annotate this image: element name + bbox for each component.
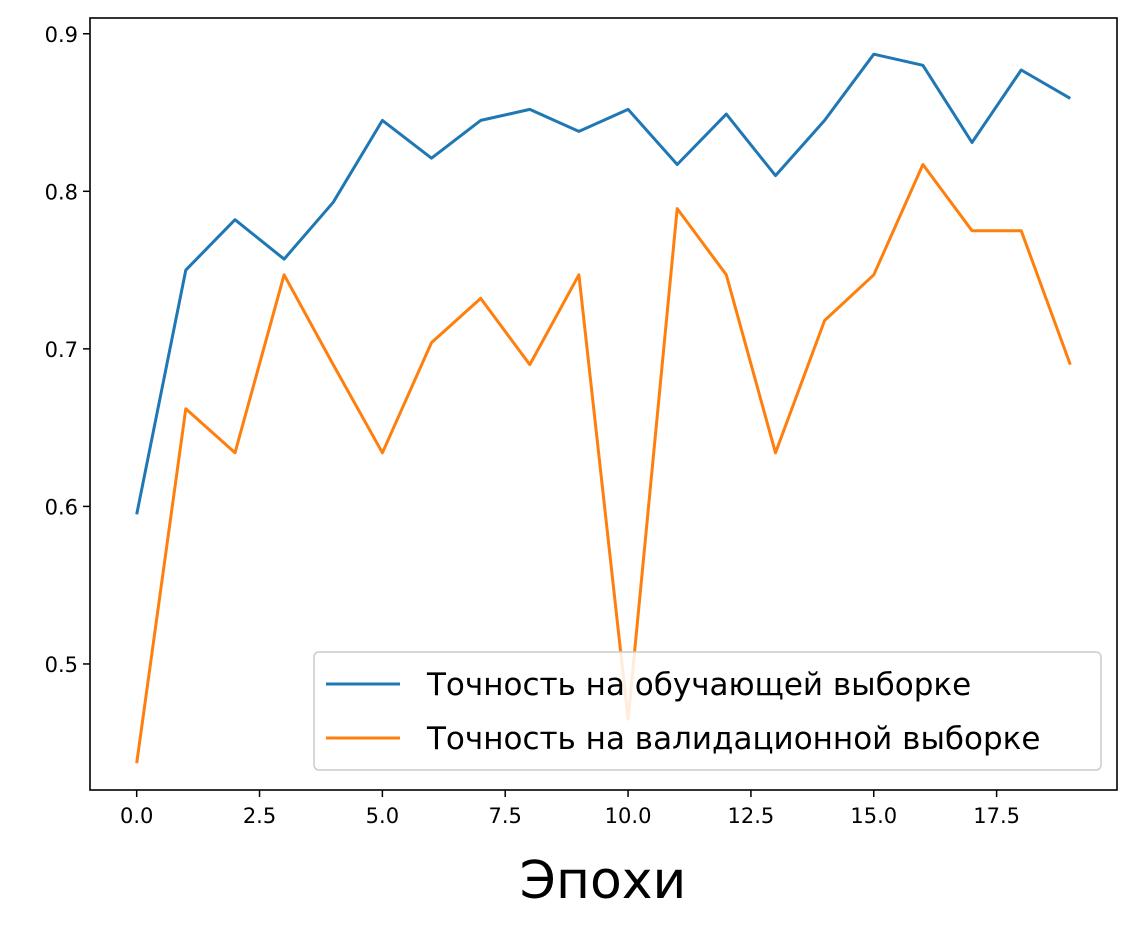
series-line-2 — [135, 163, 1072, 764]
legend: Точность на обучающей выборке Точность на… — [313, 651, 1102, 771]
legend-box — [313, 651, 1102, 771]
series-line-1 — [135, 52, 1072, 515]
y-axis-ticks: 0.5 0.6 0.7 0.8 0.9 — [45, 23, 90, 677]
y-tick-label: 0.8 — [45, 180, 78, 204]
x-tick-label: 7.5 — [489, 804, 522, 828]
y-tick-label: 0.5 — [45, 653, 78, 677]
y-tick-label: 0.9 — [45, 23, 78, 47]
x-tick-label: 17.5 — [973, 804, 1020, 828]
x-axis-ticks: 0.0 2.5 5.0 7.5 10.0 12.5 15.0 17.5 — [120, 790, 1020, 828]
legend-label-1: Точность на обучающей выборке — [426, 667, 971, 703]
x-tick-label: 10.0 — [605, 804, 652, 828]
legend-label-2: Точность на валидационной выборке — [426, 721, 1040, 757]
x-tick-label: 12.5 — [728, 804, 775, 828]
x-tick-label: 15.0 — [850, 804, 897, 828]
y-tick-label: 0.6 — [45, 495, 78, 519]
x-tick-label: 5.0 — [366, 804, 399, 828]
x-tick-label: 2.5 — [243, 804, 276, 828]
series-lines — [135, 52, 1072, 764]
x-axis-label: Эпохи — [520, 851, 687, 911]
x-tick-label: 0.0 — [120, 804, 153, 828]
y-tick-label: 0.7 — [45, 338, 78, 362]
plot-frame — [89, 17, 1118, 791]
